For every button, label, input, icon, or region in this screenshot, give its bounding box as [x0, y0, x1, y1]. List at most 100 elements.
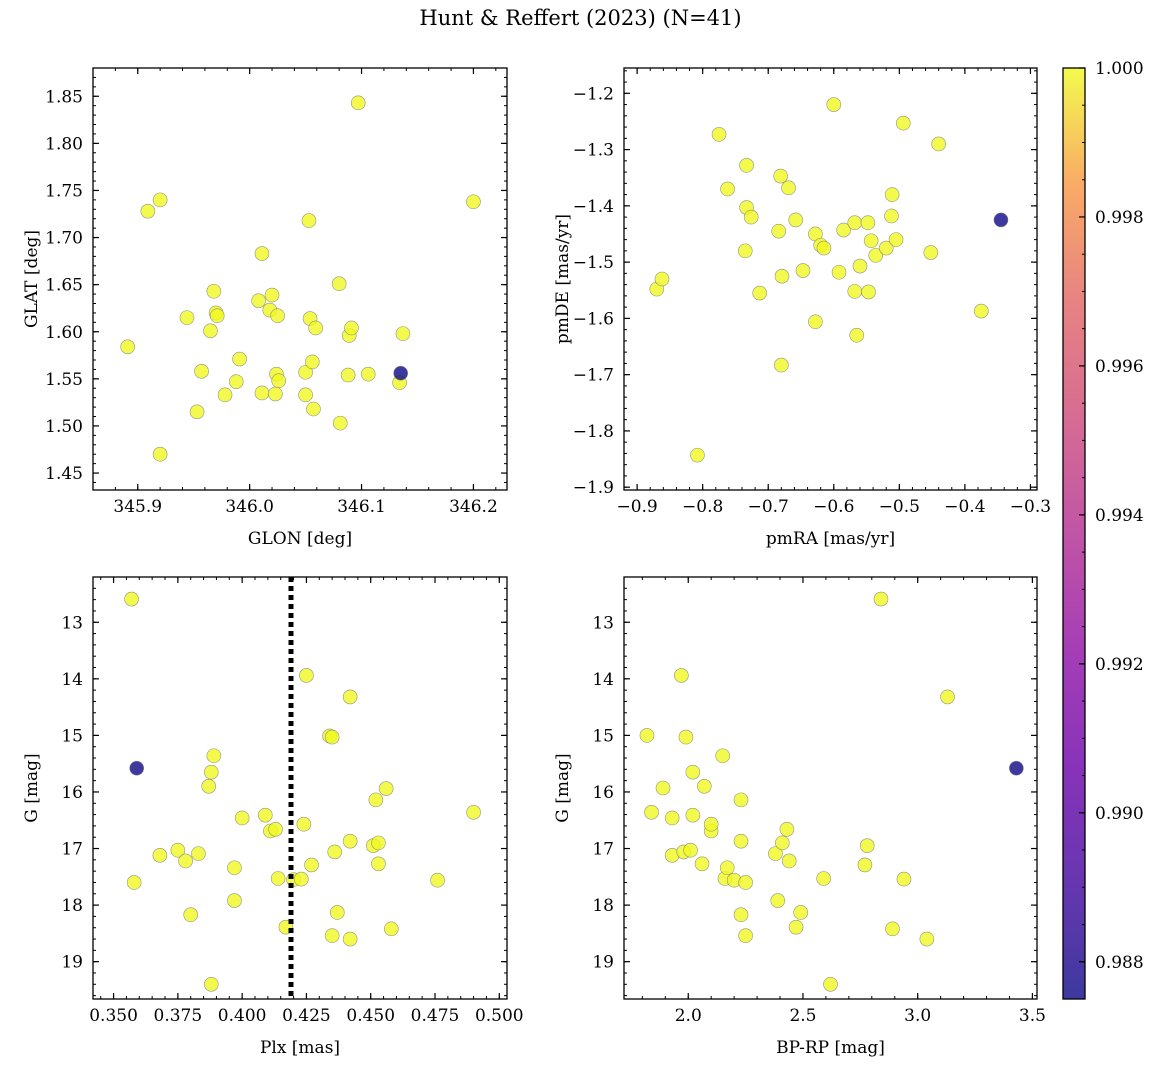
data-point [179, 310, 195, 325]
data-point [697, 779, 712, 794]
data-point [234, 810, 250, 826]
data-point [371, 856, 386, 872]
y-tick-label: 18 [61, 896, 83, 916]
data-point [270, 308, 285, 324]
data-point [209, 308, 225, 324]
axes-frame [623, 67, 1038, 491]
y-tick-label: 19 [592, 953, 614, 973]
x-tick-label: −0.5 [879, 497, 920, 517]
data-point [878, 240, 894, 256]
data-point [774, 268, 790, 284]
data-point [393, 365, 409, 381]
data-point [888, 232, 904, 247]
data-point [227, 893, 242, 908]
data-point [781, 180, 796, 196]
figure-title: Hunt & Reffert (2023) (N=41) [419, 6, 742, 30]
y-tick-label: −1.6 [573, 309, 614, 329]
y-tick-label: −1.8 [573, 422, 614, 442]
x-tick-label: 0.450 [346, 1006, 395, 1026]
y-tick-label: 19 [61, 953, 83, 973]
data-point [383, 921, 399, 937]
data-point [859, 838, 875, 853]
x-tick-label: 0.425 [282, 1006, 331, 1026]
colorbar-tick-label: 0.996 [1095, 357, 1144, 377]
data-point [738, 875, 753, 890]
data-point [257, 807, 273, 823]
data-point [847, 215, 863, 231]
axes-frame [623, 576, 1038, 1000]
data-point [826, 97, 842, 112]
data-point [644, 805, 659, 820]
data-point [788, 212, 804, 228]
data-point [857, 857, 873, 873]
data-point [268, 821, 283, 837]
data-point [124, 591, 139, 607]
data-point [305, 354, 320, 370]
data-point [293, 871, 309, 887]
data-point [836, 222, 851, 238]
data-point [793, 905, 808, 920]
y-axis-label: G [mag] [553, 753, 573, 822]
data-point [152, 848, 168, 863]
y-tick-label: −1.4 [573, 197, 614, 217]
data-point [350, 95, 366, 111]
data-point [178, 853, 193, 869]
y-tick-label: 1.80 [45, 134, 83, 154]
data-point [140, 203, 156, 219]
data-point [340, 367, 356, 383]
data-point [678, 729, 694, 745]
x-axis-label: BP-RP [mag] [776, 1038, 885, 1058]
colorbar-tick-label: 0.990 [1095, 804, 1144, 824]
x-tick-label: 0.400 [218, 1006, 267, 1026]
data-point [847, 284, 863, 299]
data-point [296, 816, 312, 832]
data-point [639, 728, 655, 743]
data-point [703, 816, 719, 832]
colorbar: 0.988 0.990 0.992 0.994 0.996 0.998 1.000 [1062, 59, 1144, 1000]
y-tick-label: 1.55 [45, 370, 83, 390]
data-point [781, 853, 797, 869]
data-point [873, 591, 889, 607]
data-point [771, 223, 787, 239]
data-point [332, 415, 348, 431]
data-point [227, 860, 242, 876]
data-point [683, 842, 698, 858]
data-point [896, 871, 912, 887]
colorbar-gradient [1063, 68, 1085, 999]
data-point [395, 326, 411, 341]
data-point [779, 821, 795, 837]
data-point [129, 760, 145, 776]
data-point [194, 364, 209, 379]
x-tick-label: 2.5 [789, 1006, 816, 1026]
y-tick-label: −1.7 [573, 366, 614, 386]
y-tick-label: 1.85 [45, 87, 83, 107]
data-point [371, 835, 386, 851]
data-point [940, 689, 955, 705]
x-tick-label: 345.9 [113, 497, 162, 517]
data-point [664, 810, 680, 826]
colorbar-tick-label: 0.992 [1095, 655, 1144, 675]
y-tick-label: 13 [61, 613, 83, 633]
x-tick-label: −0.4 [944, 497, 985, 517]
data-point [808, 314, 823, 330]
data-point [1009, 760, 1024, 776]
data-point [685, 764, 701, 780]
data-point [860, 215, 876, 231]
colorbar-frame [1062, 67, 1086, 1000]
x-tick-label: −0.7 [748, 497, 789, 517]
x-tick-label: −0.3 [1010, 497, 1051, 517]
axes-frame [92, 576, 508, 1000]
y-tick-label: 16 [61, 783, 83, 803]
data-point [206, 283, 222, 299]
x-tick-label: 346.2 [449, 497, 498, 517]
data-point [301, 213, 317, 228]
x-axis-label: Plx [mas] [260, 1038, 340, 1058]
y-tick-label: 1.70 [45, 229, 83, 249]
data-point [861, 284, 876, 300]
x-tick-label: 0.475 [411, 1006, 460, 1026]
data-point [324, 928, 340, 943]
data-point [863, 233, 879, 249]
data-point [327, 844, 343, 860]
data-point [674, 668, 689, 683]
data-point [331, 276, 347, 292]
